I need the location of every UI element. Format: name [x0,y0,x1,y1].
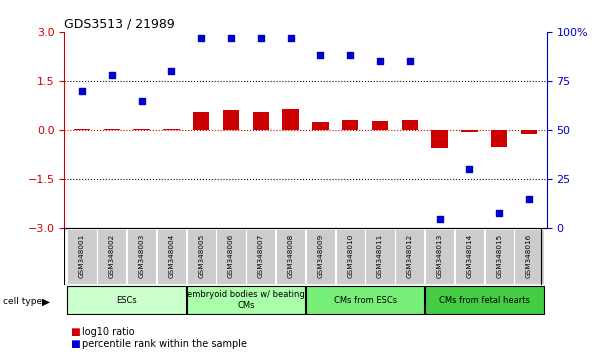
FancyBboxPatch shape [276,229,306,284]
Text: GSM348001: GSM348001 [79,233,85,278]
Text: GSM348002: GSM348002 [109,233,115,278]
Point [375,58,385,64]
Text: embryoid bodies w/ beating
CMs: embryoid bodies w/ beating CMs [187,290,305,310]
Text: GSM348011: GSM348011 [377,233,383,278]
Point [464,167,474,172]
Text: cell type: cell type [3,297,42,306]
Text: GSM348016: GSM348016 [526,233,532,278]
FancyBboxPatch shape [67,229,97,284]
Bar [193,112,210,130]
Bar [252,112,269,130]
Point [345,53,355,58]
Text: ■: ■ [70,339,80,349]
Text: ▶: ▶ [42,297,49,307]
Point [137,98,147,103]
FancyBboxPatch shape [485,229,514,284]
Point [77,88,87,94]
Text: GSM348003: GSM348003 [139,233,145,278]
Bar [372,121,388,130]
Bar [491,130,507,147]
Bar [312,122,329,130]
Point [405,58,415,64]
Text: GSM348009: GSM348009 [317,233,323,278]
Point [256,35,266,41]
FancyBboxPatch shape [157,229,186,284]
Bar [223,110,239,130]
Bar [104,129,120,130]
Point [434,216,444,221]
Text: GSM348012: GSM348012 [407,233,413,278]
Bar [521,130,537,134]
Text: GSM348005: GSM348005 [198,233,204,278]
FancyBboxPatch shape [425,286,544,314]
FancyBboxPatch shape [127,229,156,284]
Bar [342,120,359,130]
Text: ■: ■ [70,327,80,337]
Point [315,53,325,58]
FancyBboxPatch shape [186,286,306,314]
FancyBboxPatch shape [186,229,216,284]
FancyBboxPatch shape [306,286,425,314]
Text: CMs from ESCs: CMs from ESCs [334,296,397,304]
FancyBboxPatch shape [395,229,425,284]
Point [196,35,206,41]
Text: GSM348013: GSM348013 [437,233,442,278]
Point [226,35,236,41]
Bar [282,109,299,130]
Text: CMs from fetal hearts: CMs from fetal hearts [439,296,530,304]
Bar [461,130,478,132]
FancyBboxPatch shape [97,229,126,284]
FancyBboxPatch shape [365,229,395,284]
Point [286,35,296,41]
FancyBboxPatch shape [67,286,186,314]
Text: log10 ratio: log10 ratio [82,327,135,337]
Text: GSM348008: GSM348008 [288,233,294,278]
Point [494,210,504,216]
Point [167,68,177,74]
FancyBboxPatch shape [216,229,246,284]
FancyBboxPatch shape [246,229,276,284]
FancyBboxPatch shape [306,229,335,284]
Text: GDS3513 / 21989: GDS3513 / 21989 [64,18,175,31]
Bar [431,130,448,148]
FancyBboxPatch shape [514,229,544,284]
FancyBboxPatch shape [425,229,454,284]
FancyBboxPatch shape [335,229,365,284]
Text: ESCs: ESCs [116,296,137,304]
Bar [133,129,150,130]
Text: percentile rank within the sample: percentile rank within the sample [82,339,247,349]
Text: GSM348007: GSM348007 [258,233,264,278]
Bar [401,120,418,130]
Text: GSM348004: GSM348004 [169,233,174,278]
Point [107,72,117,78]
Text: GSM348006: GSM348006 [228,233,234,278]
Text: GSM348010: GSM348010 [347,233,353,278]
Text: GSM348015: GSM348015 [496,233,502,278]
FancyBboxPatch shape [455,229,484,284]
Point [524,196,534,202]
Text: GSM348014: GSM348014 [466,233,472,278]
